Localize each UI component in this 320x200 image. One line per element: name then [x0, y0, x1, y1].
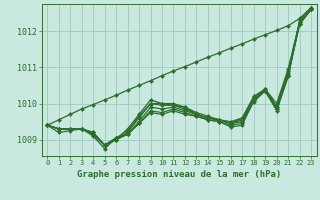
X-axis label: Graphe pression niveau de la mer (hPa): Graphe pression niveau de la mer (hPa) — [77, 170, 281, 179]
